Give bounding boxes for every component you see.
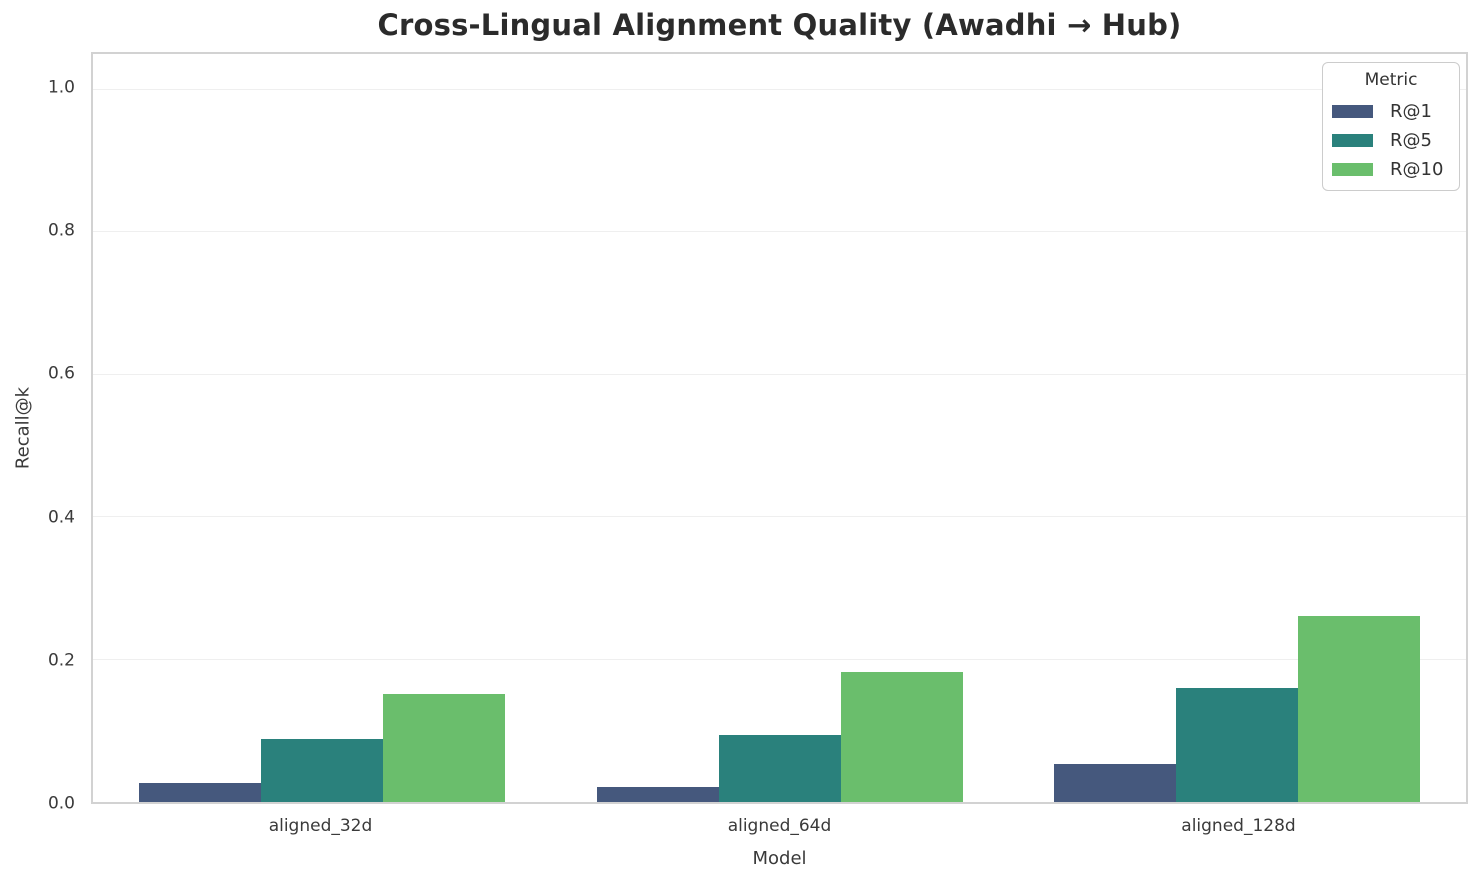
y-tick-label: 1.0 [47,77,75,98]
y-axis-label: Recall@k [12,386,34,470]
bar-group-aligned_64d [551,54,1009,802]
bar-R@5-aligned_128d [1176,688,1299,802]
y-tick-label: 0.0 [47,793,75,814]
bar-R@5-aligned_32d [260,738,383,802]
gridline [93,231,1466,233]
legend-swatch-icon [1332,134,1373,147]
bar-R@1-aligned_128d [1054,763,1177,802]
bar-R@10-aligned_32d [382,693,505,802]
legend-swatch-icon [1332,163,1373,176]
chart-title: Cross-Lingual Alignment Quality (Awadhi … [377,8,1182,42]
bar-group-aligned_128d [1008,54,1466,802]
legend-label: R@10 [1390,159,1444,180]
bars-layer [93,54,1466,802]
legend-title: Metric [1364,70,1418,90]
bar-R@1-aligned_32d [138,783,261,802]
plot-area [91,52,1468,804]
x-axis: aligned_32d aligned_64d aligned_128d [91,816,1468,836]
x-tick-label: aligned_128d [1181,816,1296,836]
legend-item-R@10: R@10 [1323,155,1459,184]
y-tick-label: 0.4 [47,507,75,528]
legend-label: R@1 [1390,101,1432,122]
legend: Metric R@1 R@5 R@10 [1322,62,1460,191]
legend-item-R@5: R@5 [1323,126,1459,155]
bar-R@1-aligned_64d [596,787,719,802]
x-tick-label: aligned_64d [727,816,832,836]
legend-label: R@5 [1390,130,1432,151]
x-tick-label: aligned_32d [268,816,373,836]
gridline [93,88,1466,90]
y-tick-label: 0.8 [47,220,75,241]
y-tick-label: 0.6 [47,363,75,384]
bar-group-aligned_32d [93,54,551,802]
gridline [93,658,1466,660]
gridline [93,516,1466,518]
legend-item-R@1: R@1 [1323,97,1459,126]
bar-R@5-aligned_64d [718,735,841,802]
x-axis-label: Model [752,848,807,869]
bar-R@10-aligned_128d [1298,616,1421,802]
gridline [93,373,1466,375]
legend-rows: R@1 R@5 R@10 [1323,97,1459,184]
y-tick-label: 0.2 [47,650,75,671]
legend-swatch-icon [1332,105,1373,118]
y-axis: 0.0 0.2 0.4 0.6 0.8 1.0 [0,52,91,812]
bar-R@10-aligned_64d [840,672,963,802]
